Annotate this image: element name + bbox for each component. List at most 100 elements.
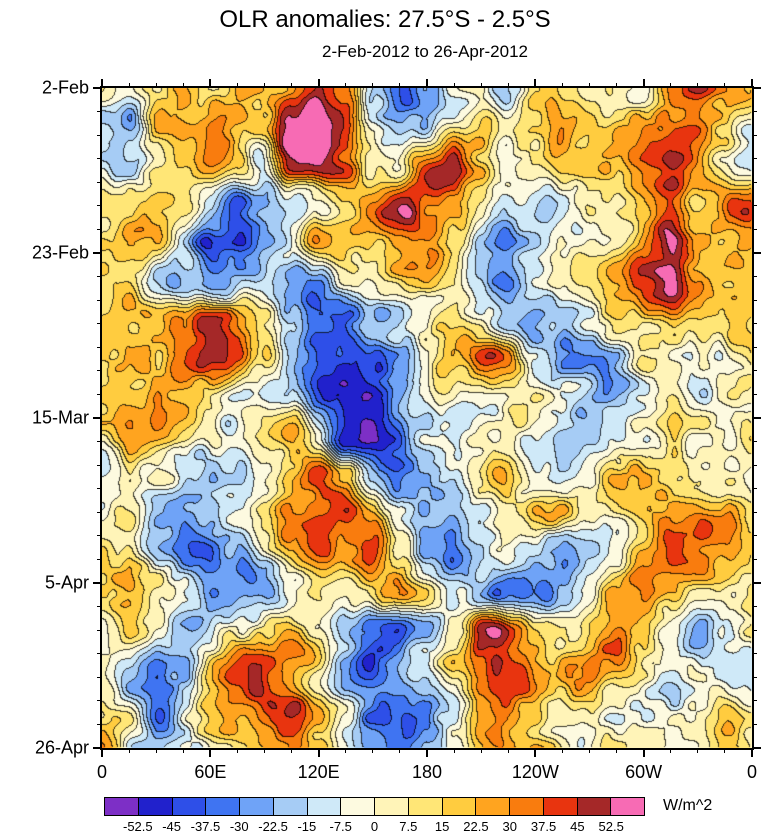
y-minor-tick xyxy=(752,134,757,136)
y-major-tick xyxy=(752,747,761,749)
contour-field-canvas xyxy=(102,88,752,748)
y-minor-tick xyxy=(752,299,757,301)
x-minor-tick xyxy=(291,83,293,88)
x-tick-label: 180 xyxy=(411,762,443,782)
colorbar-tick-label: 22.5 xyxy=(463,819,489,834)
x-minor-tick xyxy=(507,748,509,753)
x-major-tick xyxy=(642,79,645,88)
y-major-tick xyxy=(752,87,761,89)
y-minor-tick xyxy=(97,535,102,537)
y-minor-tick xyxy=(97,700,102,702)
x-major-tick xyxy=(317,748,320,757)
colorbar-tick-label: -45 xyxy=(162,819,182,834)
x-minor-tick xyxy=(236,748,238,753)
x-major-tick xyxy=(751,79,753,88)
x-minor-tick xyxy=(236,83,238,88)
y-minor-tick xyxy=(752,158,757,160)
y-minor-tick xyxy=(752,676,757,678)
x-minor-tick xyxy=(697,83,699,88)
colorbar-segment xyxy=(138,798,173,815)
x-major-tick xyxy=(101,748,103,757)
x-minor-tick xyxy=(155,83,157,88)
colorbar-segment xyxy=(611,798,644,815)
y-minor-tick xyxy=(752,323,757,325)
x-minor-tick xyxy=(616,748,618,753)
colorbar-segment xyxy=(172,798,207,815)
colorbar-tick-label: -52.5 xyxy=(122,819,153,834)
x-minor-tick xyxy=(399,83,401,88)
colorbar-tick-label: -7.5 xyxy=(329,819,352,834)
y-minor-tick xyxy=(97,488,102,490)
x-minor-tick xyxy=(670,83,672,88)
y-minor-tick xyxy=(97,629,102,631)
colorbar-tick-label: -30 xyxy=(229,819,249,834)
chart-title: OLR anomalies: 27.5°S - 2.5°S xyxy=(219,6,551,33)
colorbar-segment xyxy=(206,798,240,815)
x-minor-tick xyxy=(561,83,563,88)
x-minor-tick xyxy=(589,83,590,88)
colorbar-tick-label: 52.5 xyxy=(598,819,624,834)
y-minor-tick xyxy=(752,370,757,372)
colorbar-segment xyxy=(341,798,375,815)
colorbar-segment xyxy=(543,798,578,815)
x-minor-tick xyxy=(453,748,455,753)
y-minor-tick xyxy=(97,205,102,207)
x-minor-tick xyxy=(453,83,455,88)
y-minor-tick xyxy=(752,228,757,230)
y-minor-tick xyxy=(97,558,102,560)
colorbar-tick-label: 45 xyxy=(570,819,585,834)
y-minor-tick xyxy=(752,723,757,725)
colorbar-segment xyxy=(105,798,139,815)
x-major-tick xyxy=(209,79,212,88)
y-minor-tick xyxy=(97,111,102,113)
colorbar-segment xyxy=(375,798,409,815)
y-major-tick xyxy=(93,582,102,584)
x-minor-tick xyxy=(128,748,130,753)
plot-area: 0 60E 120E 180 120W 60W 0 2-Feb 23-Feb 15-Mar 5-Ap… xyxy=(32,78,761,782)
colorbar-tick-label: -22.5 xyxy=(258,819,288,834)
colorbar xyxy=(104,797,645,816)
y-minor-tick xyxy=(752,205,757,207)
y-minor-tick xyxy=(752,441,757,443)
x-minor-tick xyxy=(264,83,265,88)
x-major-tick xyxy=(534,748,537,757)
x-major-tick xyxy=(426,748,428,757)
x-major-tick xyxy=(642,748,645,757)
y-minor-tick xyxy=(97,653,102,655)
x-minor-tick xyxy=(128,83,130,88)
x-major-tick xyxy=(534,79,537,88)
y-minor-tick xyxy=(752,346,757,348)
y-major-tick xyxy=(752,252,761,254)
y-minor-tick xyxy=(97,606,102,608)
colorbar-segment xyxy=(307,798,342,815)
x-major-tick xyxy=(209,748,212,757)
x-tick-label: 120W xyxy=(511,762,559,782)
y-minor-tick xyxy=(752,488,757,490)
y-minor-tick xyxy=(752,511,757,513)
y-minor-tick xyxy=(97,346,102,348)
y-minor-tick xyxy=(97,299,102,301)
x-minor-tick xyxy=(372,748,374,753)
colorbar-units-label: W/m^2 xyxy=(663,797,713,814)
colorbar-tick-label: 0 xyxy=(370,819,379,834)
y-minor-tick xyxy=(752,111,757,113)
colorbar-tick-label: 15 xyxy=(434,819,450,834)
colorbar-segment xyxy=(510,798,544,815)
y-minor-tick xyxy=(752,558,757,560)
y-minor-tick xyxy=(752,393,757,395)
y-minor-tick xyxy=(97,464,102,466)
y-minor-tick xyxy=(752,276,757,278)
x-minor-tick xyxy=(561,748,563,753)
x-minor-tick xyxy=(182,748,184,753)
y-minor-tick xyxy=(97,276,102,278)
x-tick-label: 0 xyxy=(96,762,108,782)
colorbar-segment xyxy=(273,798,308,815)
colorbar-segment xyxy=(240,798,274,815)
y-tick-label: 5-Apr xyxy=(44,572,89,593)
y-minor-tick xyxy=(752,464,757,466)
x-tick-label: 60E xyxy=(194,762,227,782)
x-minor-tick xyxy=(616,83,618,88)
y-minor-tick xyxy=(752,629,757,631)
x-minor-tick xyxy=(155,748,157,753)
